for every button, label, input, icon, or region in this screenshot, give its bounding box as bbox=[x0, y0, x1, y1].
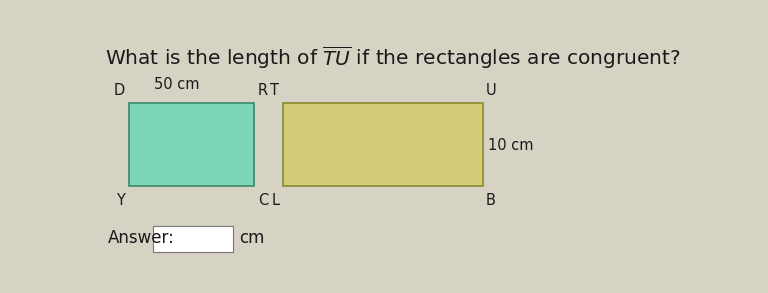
Text: 10 cm: 10 cm bbox=[488, 138, 533, 153]
Text: D: D bbox=[114, 83, 124, 98]
Text: U: U bbox=[486, 83, 496, 98]
Text: Y: Y bbox=[116, 193, 124, 208]
Bar bbox=[129, 103, 253, 186]
Text: Answer:: Answer: bbox=[108, 229, 175, 247]
Text: R: R bbox=[258, 83, 268, 98]
Text: cm: cm bbox=[239, 229, 264, 247]
Bar bbox=[153, 226, 233, 252]
Text: What is the length of $\overline{TU}$ if the rectangles are congruent?: What is the length of $\overline{TU}$ if… bbox=[105, 44, 680, 71]
Text: C: C bbox=[258, 193, 268, 208]
Text: B: B bbox=[486, 193, 495, 208]
Text: T: T bbox=[270, 83, 280, 98]
Text: L: L bbox=[271, 193, 280, 208]
Text: 50 cm: 50 cm bbox=[154, 76, 199, 92]
Bar bbox=[283, 103, 483, 186]
